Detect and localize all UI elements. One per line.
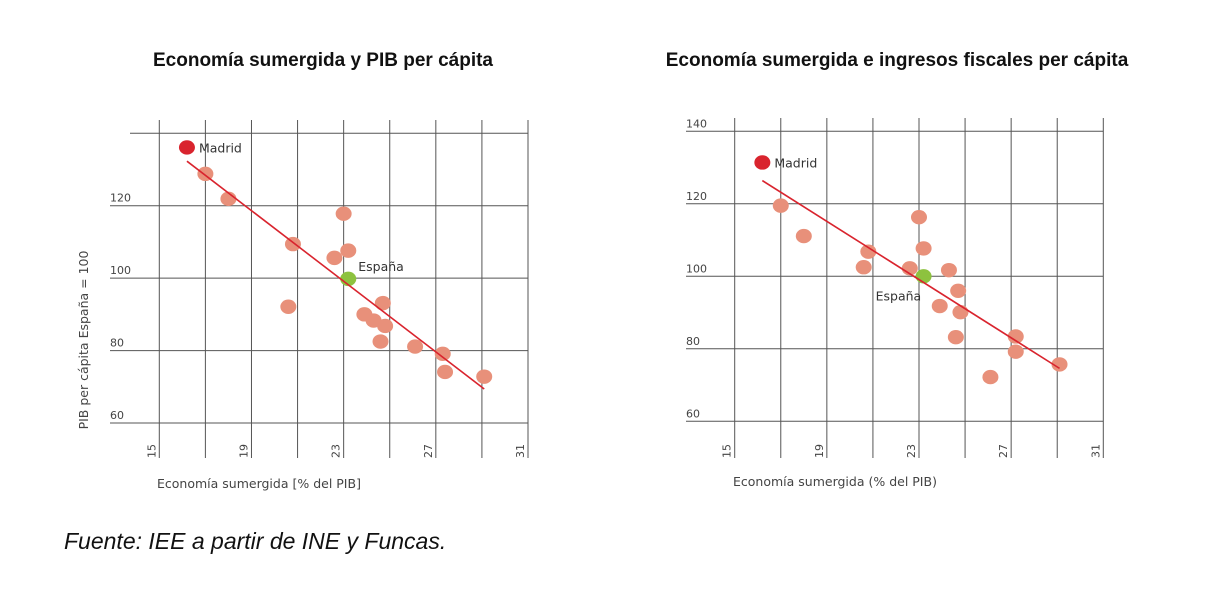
data-point xyxy=(952,304,969,320)
y-tick-label: 80 xyxy=(110,337,124,350)
data-point xyxy=(372,334,389,349)
data-point xyxy=(434,346,451,362)
y-tick-label: 100 xyxy=(686,262,707,275)
point-madrid xyxy=(754,155,771,170)
x-tick-label: 31 xyxy=(1089,444,1102,458)
x-tick-label: 27 xyxy=(422,444,435,458)
data-point xyxy=(940,262,957,278)
data-point xyxy=(860,244,877,259)
data-point xyxy=(915,241,932,256)
x-tick-label: 23 xyxy=(905,444,918,458)
data-point xyxy=(772,198,789,213)
y-axis-title: PIB per cápita España = 100 xyxy=(76,251,91,430)
data-point xyxy=(1007,329,1024,344)
data-point xyxy=(982,369,999,385)
point-espana xyxy=(915,269,932,284)
x-tick-label: 15 xyxy=(721,444,734,458)
x-tick-label: 19 xyxy=(237,444,250,458)
x-tick-label: 27 xyxy=(997,444,1010,458)
data-point xyxy=(335,206,352,221)
point-label-madrid: Madrid xyxy=(774,155,817,170)
x-tick-label: 31 xyxy=(514,444,527,458)
point-label-espana: España xyxy=(358,259,404,274)
data-point xyxy=(911,210,927,225)
data-point xyxy=(795,228,812,244)
data-point xyxy=(931,298,948,314)
trend-line xyxy=(186,160,485,390)
data-point xyxy=(476,369,493,384)
trend-line xyxy=(761,179,1060,370)
scatter-chart-left: 60 80 100 120 15 19 23 27 31 Economía sumergida [… xyxy=(76,120,529,491)
data-point xyxy=(407,339,424,354)
data-point xyxy=(377,318,394,334)
data-point xyxy=(1051,357,1068,372)
point-label-espana: España xyxy=(876,288,922,303)
x-tick-label: 15 xyxy=(145,444,158,458)
data-point xyxy=(1007,344,1024,359)
y-tick-label: 80 xyxy=(686,335,700,348)
point-madrid xyxy=(178,140,195,155)
point-label-madrid: Madrid xyxy=(199,140,242,155)
data-point xyxy=(950,283,967,298)
y-tick-label: 60 xyxy=(686,407,700,420)
x-axis-title: Economía sumergida (% del PIB) xyxy=(733,474,937,489)
y-tick-label: 120 xyxy=(686,190,707,203)
data-point xyxy=(340,243,357,258)
source-note: Fuente: IEE a partir de INE y Funcas. xyxy=(64,528,447,554)
data-point xyxy=(437,364,454,380)
data-point xyxy=(326,250,343,266)
x-axis-title: Economía sumergida [% del PIB] xyxy=(157,476,361,491)
x-tick-label: 23 xyxy=(330,444,343,458)
data-point xyxy=(855,260,872,275)
scatter-chart-right: 60 80 100 120 140 15 19 23 27 31 Economía sumergid… xyxy=(686,117,1104,489)
chart-title-right: Economía sumergida e ingresos fiscales p… xyxy=(665,50,1129,71)
y-tick-label: 140 xyxy=(686,117,707,130)
chart-title-left: Economía sumergida y PIB per cápita xyxy=(153,50,493,71)
data-point xyxy=(284,236,301,252)
y-tick-label: 60 xyxy=(110,409,124,422)
data-point xyxy=(374,295,391,311)
data-point xyxy=(947,330,964,345)
y-tick-label: 100 xyxy=(110,264,131,277)
y-tick-label: 120 xyxy=(110,192,131,205)
x-tick-label: 19 xyxy=(813,444,826,458)
data-point xyxy=(280,299,297,314)
